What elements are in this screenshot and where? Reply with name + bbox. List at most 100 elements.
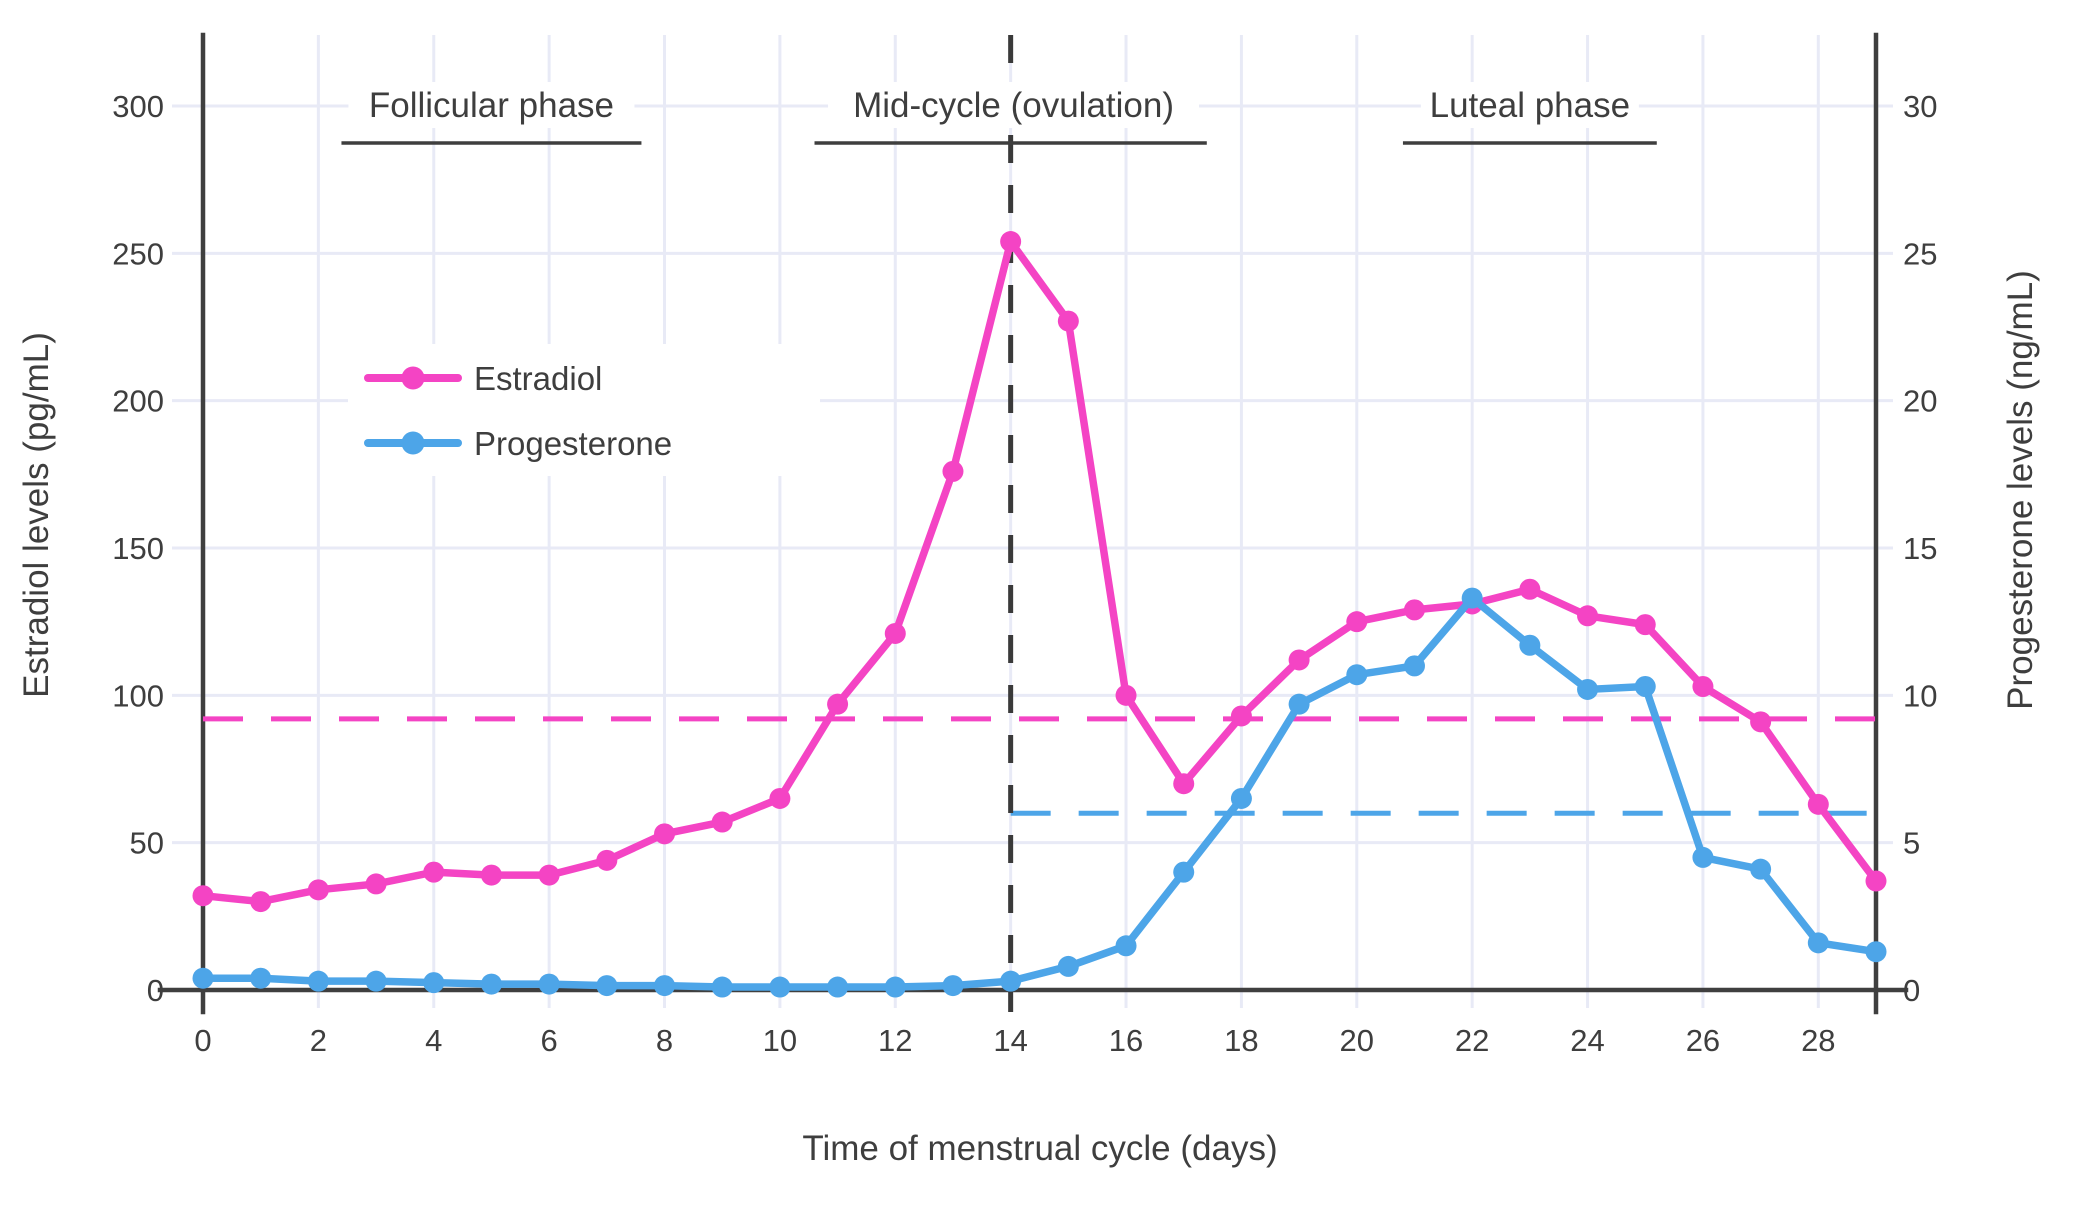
x-axis-tick-label: 28 bbox=[1801, 1023, 1835, 1058]
estradiol-marker bbox=[1115, 684, 1137, 706]
estradiol-marker bbox=[1750, 711, 1772, 733]
phase-annotation: Mid-cycle (ovulation) bbox=[814, 82, 1207, 145]
annotation-background bbox=[348, 82, 635, 128]
legend: Estradiol Progesterone bbox=[348, 344, 820, 476]
estradiol-marker bbox=[1634, 614, 1656, 636]
left-axis-tick-label: 250 bbox=[112, 236, 164, 271]
progesterone-marker bbox=[1403, 655, 1425, 677]
progesterone-marker bbox=[1519, 634, 1541, 656]
estradiol-marker bbox=[769, 787, 791, 809]
progesterone-marker bbox=[1115, 935, 1137, 957]
progesterone-marker bbox=[1057, 955, 1079, 977]
legend-marker-swatch bbox=[401, 366, 425, 390]
estradiol-marker bbox=[538, 864, 560, 886]
left-axis-tick-label: 300 bbox=[112, 89, 164, 124]
right-axis-tick-label: 20 bbox=[1903, 384, 1937, 419]
legend-label: Estradiol bbox=[474, 360, 602, 397]
progesterone-marker bbox=[711, 976, 733, 998]
left-axis-tick-label: 150 bbox=[112, 531, 164, 566]
series-estradiol bbox=[192, 231, 1887, 913]
x-axis-tick-label: 18 bbox=[1224, 1023, 1258, 1058]
phase-label: Luteal phase bbox=[1430, 86, 1630, 125]
series-progesterone bbox=[192, 587, 1887, 998]
progesterone-marker bbox=[1750, 858, 1772, 880]
right-axis-tick-label: 15 bbox=[1903, 531, 1937, 566]
estradiol-marker bbox=[1057, 310, 1079, 332]
estradiol-marker bbox=[1865, 870, 1887, 892]
x-axis-tick-label: 26 bbox=[1686, 1023, 1720, 1058]
annotation-background bbox=[1420, 82, 1639, 128]
x-axis-tick-label: 12 bbox=[878, 1023, 912, 1058]
right-axis-tick-label: 5 bbox=[1903, 826, 1920, 861]
legend-label: Progesterone bbox=[474, 425, 672, 462]
progesterone-marker bbox=[423, 972, 445, 994]
progesterone-marker bbox=[1634, 675, 1656, 697]
x-axis-tick-label: 24 bbox=[1570, 1023, 1604, 1058]
axes bbox=[157, 32, 1909, 1015]
x-axis-tick-label: 10 bbox=[763, 1023, 797, 1058]
estradiol-marker bbox=[942, 460, 964, 482]
estradiol-marker bbox=[1000, 231, 1022, 253]
progesterone-marker bbox=[1346, 664, 1368, 686]
right-axis-tick-label: 0 bbox=[1903, 973, 1920, 1008]
progesterone-marker bbox=[1173, 861, 1195, 883]
estradiol-marker bbox=[1577, 605, 1599, 627]
x-axis-tick-label: 14 bbox=[993, 1023, 1027, 1058]
phase-annotation: Luteal phase bbox=[1402, 82, 1657, 145]
progesterone-marker bbox=[942, 975, 964, 997]
legend-background bbox=[348, 344, 820, 476]
x-axis-tick-label: 22 bbox=[1455, 1023, 1489, 1058]
progesterone-marker bbox=[1230, 787, 1252, 809]
progesterone-marker bbox=[1577, 678, 1599, 700]
x-axis-tick-label: 6 bbox=[541, 1023, 558, 1058]
left-axis-title: Estradiol levels (pg/mL) bbox=[17, 332, 56, 698]
legend-marker-swatch bbox=[401, 431, 425, 455]
estradiol-marker bbox=[1519, 578, 1541, 600]
annotation-background bbox=[828, 82, 1200, 128]
legend-item-progesterone[interactable]: Progesterone bbox=[364, 425, 672, 462]
estradiol-marker bbox=[250, 891, 272, 913]
right-axis-tick-label: 30 bbox=[1903, 89, 1937, 124]
left-axis-tick-label: 100 bbox=[112, 678, 164, 713]
left-axis-tick-label: 200 bbox=[112, 384, 164, 419]
x-axis-tick-label: 2 bbox=[310, 1023, 327, 1058]
left-axis-tick-label: 50 bbox=[130, 826, 164, 861]
right-axis-tick-label: 25 bbox=[1903, 236, 1937, 271]
phase-label: Mid-cycle (ovulation) bbox=[853, 86, 1174, 125]
progesterone-marker bbox=[1288, 693, 1310, 715]
estradiol-marker bbox=[1230, 705, 1252, 727]
progesterone-marker bbox=[1807, 932, 1829, 954]
progesterone-marker bbox=[192, 967, 214, 989]
estradiol-marker bbox=[423, 861, 445, 883]
progesterone-marker bbox=[480, 973, 502, 995]
progesterone-marker bbox=[1461, 587, 1483, 609]
estradiol-marker bbox=[1346, 611, 1368, 633]
progesterone-marker bbox=[250, 967, 272, 989]
estradiol-marker bbox=[365, 873, 387, 895]
estradiol-marker bbox=[1173, 773, 1195, 795]
estradiol-marker bbox=[307, 879, 329, 901]
estradiol-marker bbox=[480, 864, 502, 886]
estradiol-line bbox=[199, 237, 1880, 906]
progesterone-marker bbox=[827, 976, 849, 998]
progesterone-marker bbox=[596, 975, 618, 997]
x-axis-tick-label: 4 bbox=[425, 1023, 442, 1058]
x-axis-title: Time of menstrual cycle (days) bbox=[802, 1129, 1277, 1168]
estradiol-marker bbox=[1288, 649, 1310, 671]
phase-label: Follicular phase bbox=[369, 86, 614, 125]
progesterone-marker bbox=[365, 970, 387, 992]
progesterone-marker bbox=[307, 970, 329, 992]
estradiol-marker bbox=[884, 622, 906, 644]
left-axis-tick-label: 0 bbox=[147, 973, 164, 1008]
progesterone-marker bbox=[1692, 846, 1714, 868]
progesterone-marker bbox=[1000, 970, 1022, 992]
legend-item-estradiol[interactable]: Estradiol bbox=[364, 360, 602, 397]
progesterone-marker bbox=[884, 976, 906, 998]
progesterone-line bbox=[199, 594, 1880, 991]
estradiol-marker bbox=[711, 811, 733, 833]
estradiol-marker bbox=[827, 693, 849, 715]
x-axis-tick-label: 8 bbox=[656, 1023, 673, 1058]
